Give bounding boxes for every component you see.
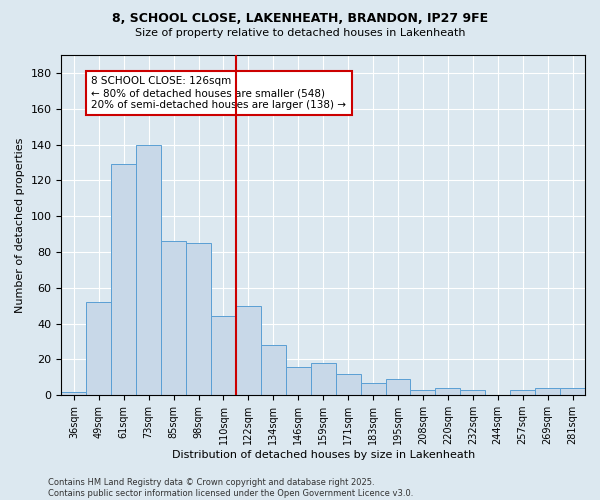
Bar [335, 374, 361, 395]
Bar [410, 390, 436, 395]
Bar [286, 366, 311, 395]
Bar [236, 306, 261, 395]
Text: Size of property relative to detached houses in Lakenheath: Size of property relative to detached ho… [135, 28, 465, 38]
Bar [510, 390, 535, 395]
Bar [261, 345, 286, 395]
Text: Contains HM Land Registry data © Crown copyright and database right 2025.
Contai: Contains HM Land Registry data © Crown c… [48, 478, 413, 498]
Bar [535, 388, 560, 395]
Bar [460, 390, 485, 395]
Bar [136, 144, 161, 395]
Bar [211, 316, 236, 395]
Bar [560, 388, 585, 395]
Bar [436, 388, 460, 395]
Bar [311, 363, 335, 395]
Bar [386, 379, 410, 395]
Bar [61, 392, 86, 395]
Bar [186, 243, 211, 395]
Bar [361, 382, 386, 395]
Text: 8 SCHOOL CLOSE: 126sqm
← 80% of detached houses are smaller (548)
20% of semi-de: 8 SCHOOL CLOSE: 126sqm ← 80% of detached… [91, 76, 346, 110]
Bar [111, 164, 136, 395]
Bar [86, 302, 111, 395]
Text: 8, SCHOOL CLOSE, LAKENHEATH, BRANDON, IP27 9FE: 8, SCHOOL CLOSE, LAKENHEATH, BRANDON, IP… [112, 12, 488, 26]
X-axis label: Distribution of detached houses by size in Lakenheath: Distribution of detached houses by size … [172, 450, 475, 460]
Bar [161, 241, 186, 395]
Y-axis label: Number of detached properties: Number of detached properties [15, 138, 25, 313]
